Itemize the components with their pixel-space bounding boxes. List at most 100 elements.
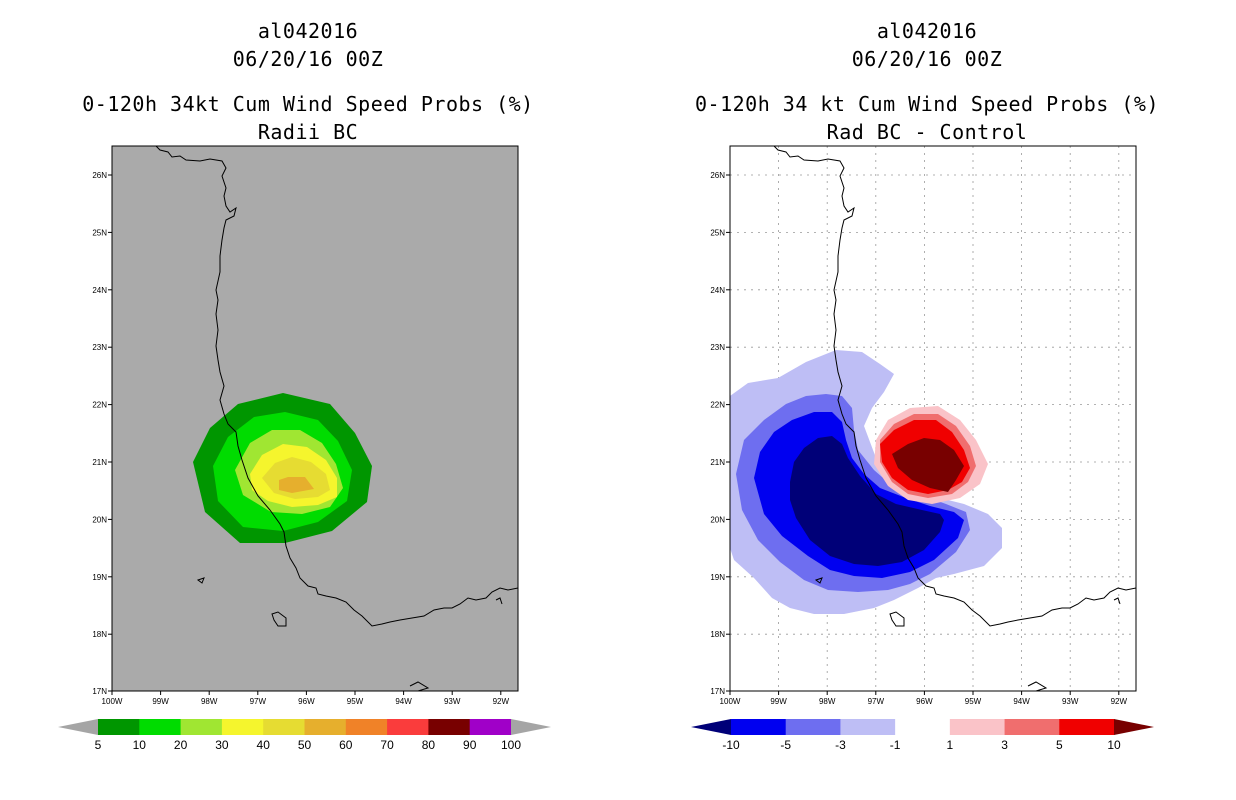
colorbar-label: 5 xyxy=(1056,738,1063,752)
lat-label: 24N xyxy=(710,286,725,295)
colorbar-label: 1 xyxy=(947,738,954,752)
left-title: 0-120h 34kt Cum Wind Speed Probs (%) xyxy=(82,92,534,116)
lat-label: 25N xyxy=(710,228,725,237)
left-coastline xyxy=(155,146,518,627)
colorbar-label: -1 xyxy=(890,738,901,752)
lat-label: 23N xyxy=(710,343,725,352)
lat-label: 26N xyxy=(92,171,107,180)
colorbar-segment xyxy=(304,719,347,735)
colorbar-label: 20 xyxy=(174,738,188,752)
left-map-frame xyxy=(111,145,519,692)
lat-label: 22N xyxy=(710,401,725,410)
lon-label: 92W xyxy=(493,697,510,706)
colorbar-segment xyxy=(180,719,223,735)
left-subtitle: Radii BC xyxy=(257,120,359,144)
left-island xyxy=(409,681,430,691)
lon-label: 97W xyxy=(250,697,267,706)
lat-label: 21N xyxy=(92,458,107,467)
left-contour-50 xyxy=(279,477,314,493)
lon-label: 92W xyxy=(1111,697,1128,706)
colorbar-label: 10 xyxy=(1107,738,1121,752)
left-colorbar: 5 10 20 30 40 50 60 70 80 90 100 xyxy=(58,719,551,752)
left-probability-contours xyxy=(155,146,518,691)
lon-label: 96W xyxy=(298,697,315,706)
right-storm-id: al042016 xyxy=(876,19,978,43)
right-datetime: 06/20/16 00Z xyxy=(851,47,1003,71)
colorbar-right-arrow xyxy=(511,719,551,735)
right-title: 0-120h 34 kt Cum Wind Speed Probs (%) xyxy=(694,92,1160,116)
lat-label: 22N xyxy=(92,401,107,410)
colorbar-left-arrow xyxy=(691,719,731,735)
lon-label: 98W xyxy=(201,697,218,706)
lon-label: 99W xyxy=(770,697,787,706)
colorbar-segment xyxy=(428,719,471,735)
lon-label: 93W xyxy=(1062,697,1079,706)
lat-label: 23N xyxy=(92,343,107,352)
lat-label: 18N xyxy=(92,630,107,639)
lat-label: 21N xyxy=(710,458,725,467)
colorbar-segment xyxy=(1004,719,1060,735)
lat-label: 20N xyxy=(710,515,725,524)
left-islet xyxy=(495,597,503,605)
right-difference-contours xyxy=(730,146,1136,691)
colorbar-segment xyxy=(785,719,841,735)
lon-label: 96W xyxy=(916,697,933,706)
lat-label: 20N xyxy=(92,515,107,524)
lat-label: 24N xyxy=(92,286,107,295)
right-islet xyxy=(814,577,823,584)
colorbar-label: 3 xyxy=(1001,738,1008,752)
lat-label: 17N xyxy=(92,687,107,696)
lon-label: 97W xyxy=(868,697,885,706)
left-islet xyxy=(196,577,205,584)
right-island xyxy=(889,611,905,627)
left-island xyxy=(271,611,287,627)
colorbar-segment xyxy=(949,719,1006,735)
colorbar-label: 70 xyxy=(380,738,394,752)
colorbar-left-arrow xyxy=(58,719,98,735)
colorbar-label: 5 xyxy=(95,738,102,752)
colorbar-segment xyxy=(345,719,388,735)
lat-label: 26N xyxy=(710,171,725,180)
colorbar-label: 100 xyxy=(501,738,521,752)
colorbar-label: 80 xyxy=(422,738,436,752)
lon-label: 100W xyxy=(102,697,123,706)
lat-label: 19N xyxy=(710,573,725,582)
colorbar-segment xyxy=(263,719,305,735)
colorbar-segment xyxy=(387,719,429,735)
right-contour-neg10 xyxy=(790,436,944,566)
colorbar-label: -10 xyxy=(722,738,740,752)
lon-label: 100W xyxy=(720,697,741,706)
right-islet xyxy=(1113,597,1121,605)
right-island xyxy=(1027,681,1048,691)
colorbar-segment xyxy=(840,719,896,735)
colorbar-segment xyxy=(731,719,787,735)
colorbar-segment xyxy=(221,719,264,735)
colorbar-label: 40 xyxy=(257,738,271,752)
lon-label: 93W xyxy=(444,697,461,706)
colorbar-segment xyxy=(895,719,951,735)
right-map-frame xyxy=(729,145,1137,692)
right-subtitle: Rad BC - Control xyxy=(826,120,1028,144)
colorbar-right-arrow xyxy=(1114,719,1154,735)
lon-label: 98W xyxy=(819,697,836,706)
colorbar-label: -3 xyxy=(835,738,846,752)
right-contour-pos10 xyxy=(892,438,964,492)
colorbar-segment xyxy=(139,719,182,735)
lat-label: 18N xyxy=(710,630,725,639)
lon-label: 99W xyxy=(152,697,169,706)
lat-label: 25N xyxy=(92,228,107,237)
colorbar-segment xyxy=(469,719,512,735)
colorbar-label: -5 xyxy=(780,738,791,752)
colorbar-label: 90 xyxy=(463,738,477,752)
colorbar-label: 60 xyxy=(339,738,353,752)
colorbar-label: 10 xyxy=(133,738,147,752)
lat-label: 19N xyxy=(92,573,107,582)
lon-label: 94W xyxy=(395,697,412,706)
lon-label: 95W xyxy=(965,697,982,706)
lon-label: 95W xyxy=(347,697,364,706)
left-datetime: 06/20/16 00Z xyxy=(232,47,384,71)
